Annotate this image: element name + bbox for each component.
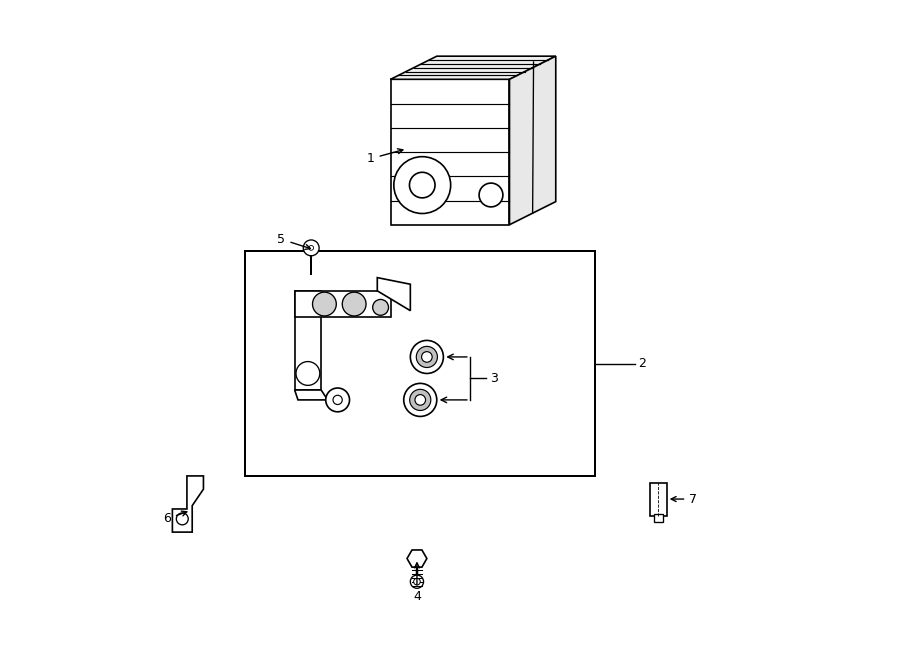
Circle shape <box>410 340 444 373</box>
Bar <box>245 251 596 476</box>
Circle shape <box>410 173 435 198</box>
Circle shape <box>312 292 337 316</box>
Circle shape <box>404 383 436 416</box>
Text: 3: 3 <box>490 372 498 385</box>
Circle shape <box>309 245 313 251</box>
Circle shape <box>373 299 389 315</box>
Text: 2: 2 <box>638 357 646 370</box>
Polygon shape <box>294 390 328 400</box>
Circle shape <box>326 388 349 412</box>
Text: 1: 1 <box>366 149 403 165</box>
Polygon shape <box>294 291 321 390</box>
Text: 6: 6 <box>163 511 187 525</box>
Circle shape <box>410 389 431 410</box>
Circle shape <box>394 157 451 214</box>
Polygon shape <box>377 278 410 311</box>
Text: 4: 4 <box>413 563 421 603</box>
Circle shape <box>417 346 437 368</box>
Circle shape <box>303 240 320 256</box>
Polygon shape <box>407 550 427 567</box>
Text: 7: 7 <box>671 492 698 506</box>
Polygon shape <box>391 79 509 225</box>
Circle shape <box>333 395 342 405</box>
Polygon shape <box>391 56 556 79</box>
Polygon shape <box>509 56 556 225</box>
Circle shape <box>479 183 503 207</box>
Circle shape <box>342 292 366 316</box>
Text: 5: 5 <box>277 233 310 249</box>
Circle shape <box>421 352 432 362</box>
Bar <box>650 483 667 516</box>
Circle shape <box>415 395 426 405</box>
Bar <box>653 514 662 522</box>
Circle shape <box>176 513 188 525</box>
Circle shape <box>414 578 420 585</box>
Polygon shape <box>294 291 391 317</box>
Circle shape <box>296 362 320 385</box>
Polygon shape <box>173 476 203 532</box>
Circle shape <box>410 575 424 588</box>
